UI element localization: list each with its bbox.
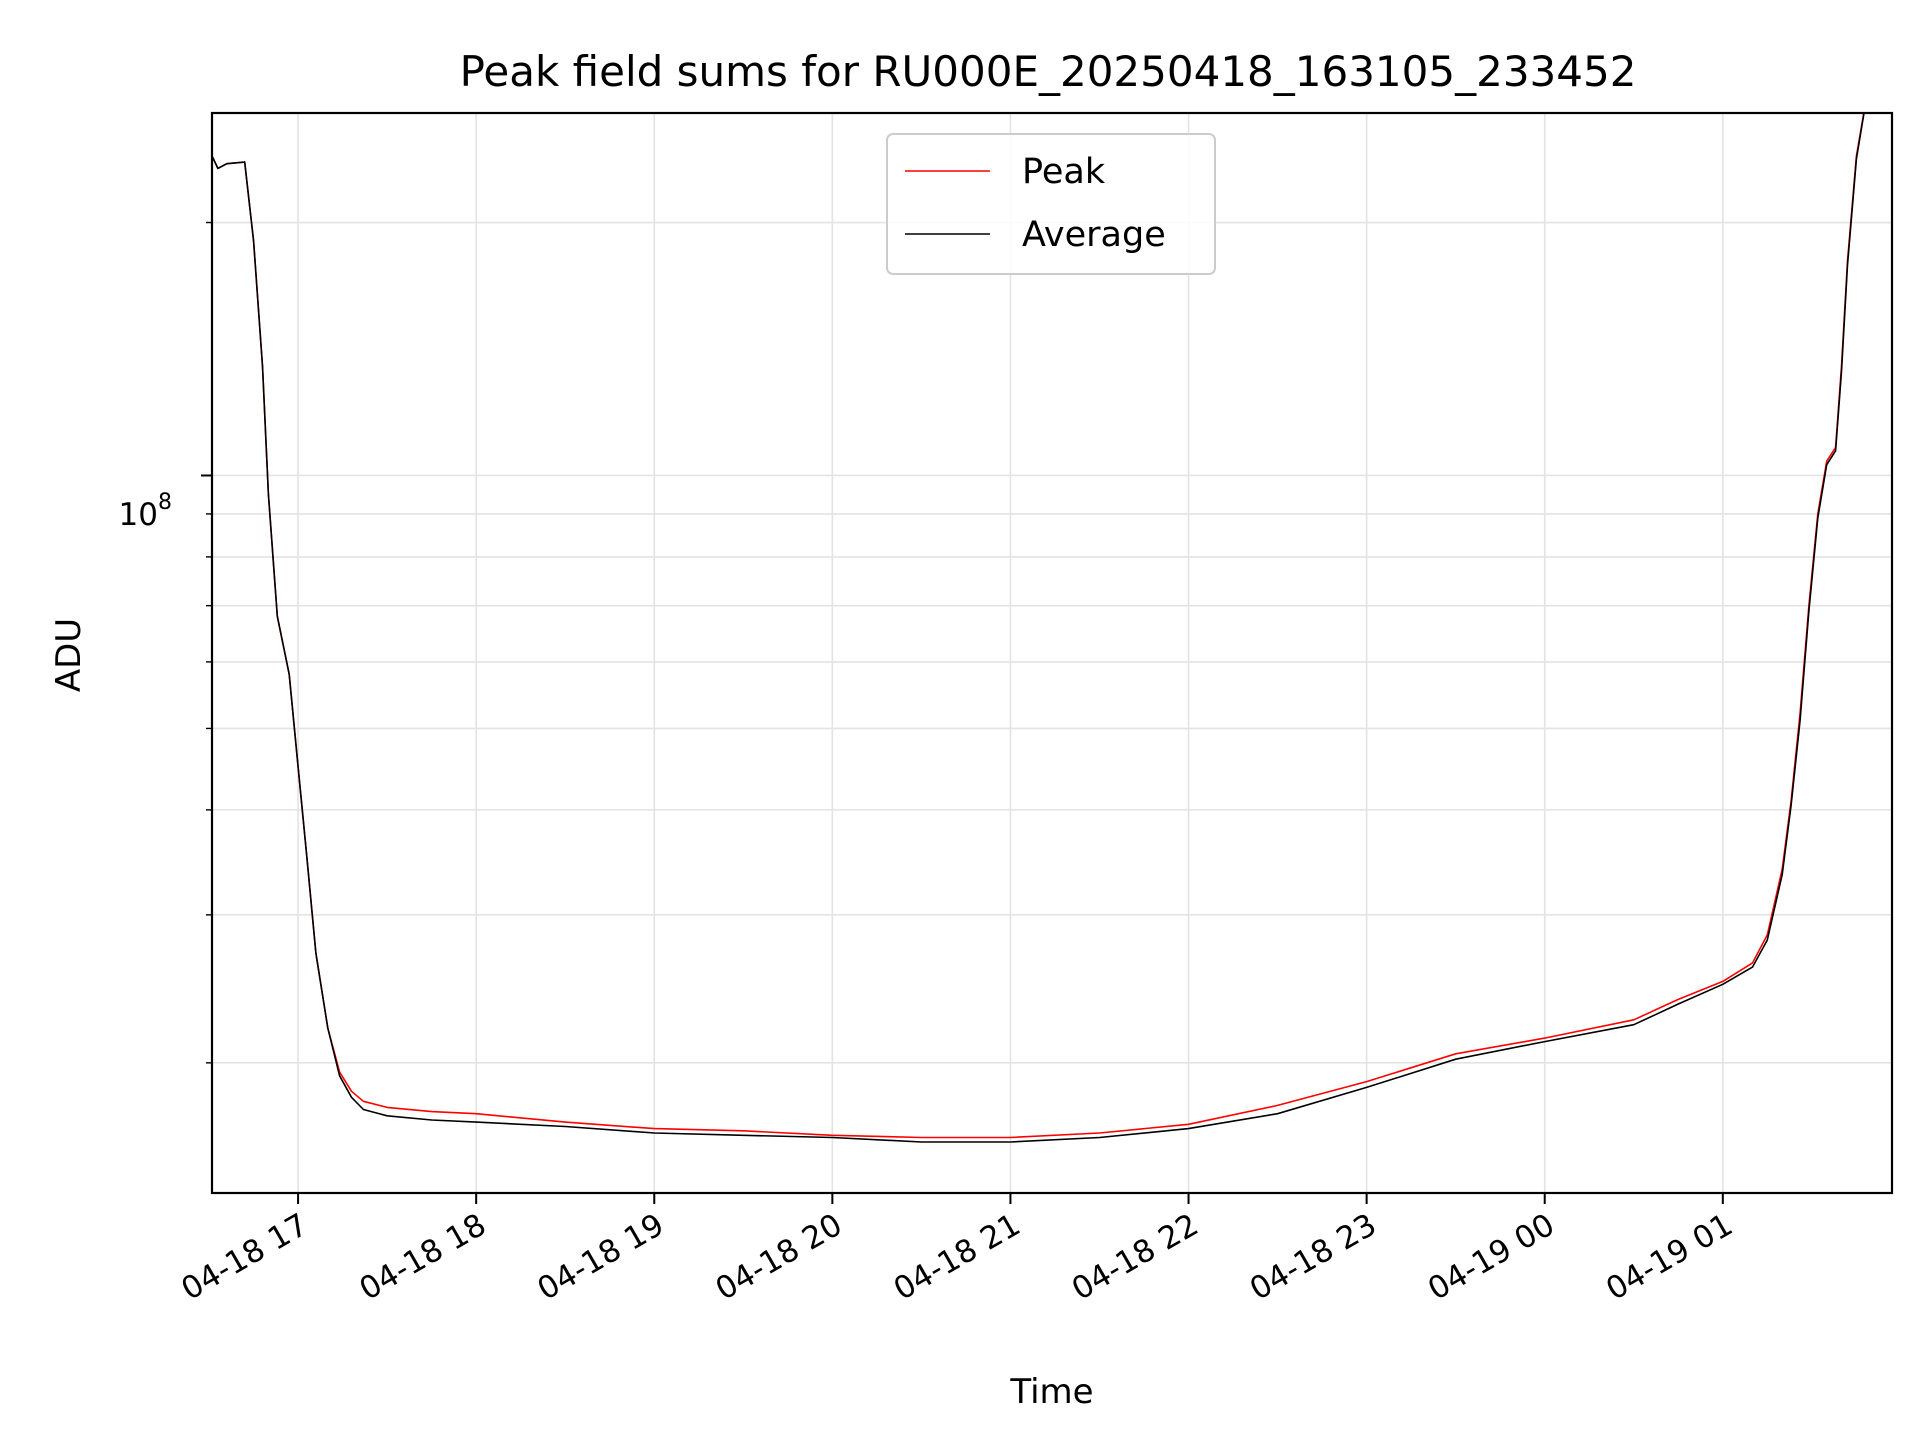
grid	[212, 113, 1892, 1193]
chart-title: Peak field sums for RU000E_20250418_1631…	[460, 47, 1637, 96]
svg-text:108: 108	[119, 490, 172, 533]
y-tick-base: 10	[119, 497, 158, 533]
plot-frame	[210, 111, 1894, 1195]
x-axis-label: Time	[1009, 1372, 1093, 1412]
y-tick-exponent: 8	[158, 490, 172, 515]
legend-box	[886, 133, 1216, 275]
series-lines	[212, 113, 1865, 1143]
y-axis-label: ADU	[49, 618, 89, 692]
legend-average-label: Average	[1022, 215, 1166, 255]
series-average-line	[212, 113, 1865, 1143]
legend: Peak Average	[886, 133, 1216, 275]
y-tick-label: 108	[119, 490, 172, 533]
legend-peak-label: Peak	[1022, 152, 1106, 192]
